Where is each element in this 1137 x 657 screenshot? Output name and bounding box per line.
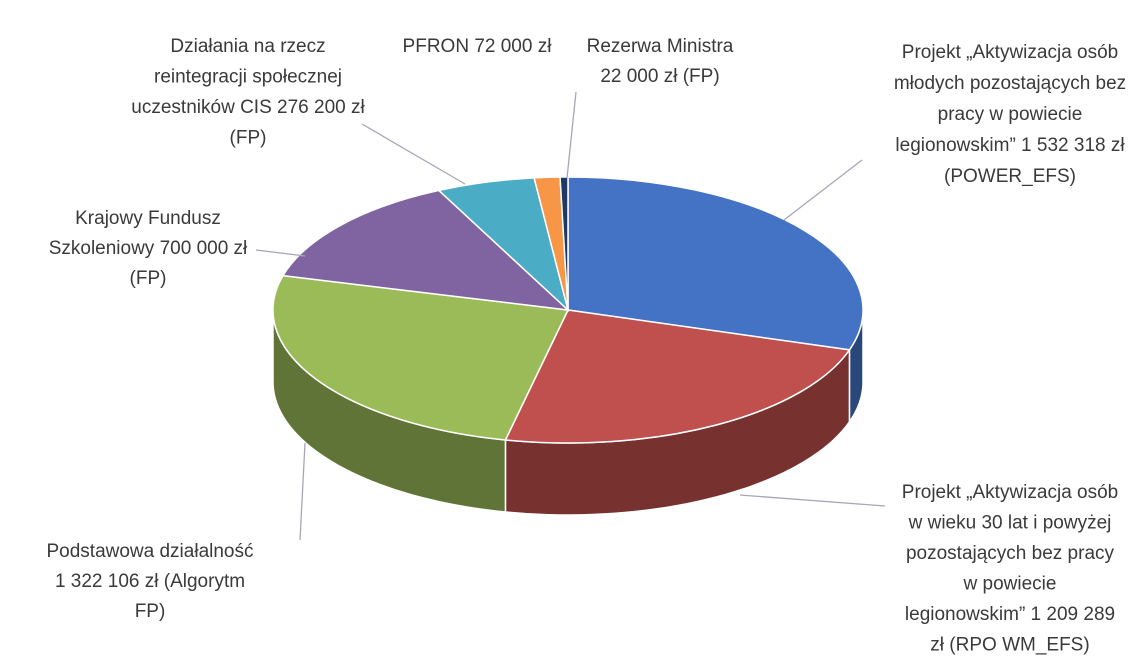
label-line: w wieku 30 lat i powyżej: [908, 513, 1112, 534]
label-line: legionowskim” 1 532 318 zł: [895, 135, 1125, 156]
slice-label: Krajowy Fundusz Szkoleniowy 700 000 zł (FP…: [49, 208, 248, 289]
label-line: 1 322 106 zł (Algorytm: [55, 571, 245, 592]
label-line: (POWER_EFS): [944, 166, 1076, 187]
label-line: uczestników CIS 276 200 zł: [131, 97, 365, 118]
label-line: Działania na rzecz: [170, 36, 325, 57]
leader-line: [361, 123, 466, 185]
label-line: młodych pozostających bez: [894, 73, 1126, 94]
slice: [281, 189, 571, 312]
label-line: (FP): [230, 128, 267, 149]
leader-line: [739, 494, 886, 507]
label-line: Projekt „Aktywizacja osób: [902, 482, 1118, 503]
slice: [272, 274, 570, 441]
slice-label: Działania na rzecz reintegracji społeczne…: [131, 36, 365, 149]
label-line: Krajowy Fundusz: [75, 208, 221, 229]
slice-label: Projekt „Aktywizacja osób w wieku 30 lat …: [902, 482, 1118, 656]
slice: [504, 309, 851, 444]
label-line: reintegracji społecznej: [154, 67, 342, 88]
label-line: Szkoleniowy 700 000 zł: [49, 238, 248, 259]
label-line: 22 000 zł (FP): [600, 66, 719, 87]
label-line: pracy w powiecie: [938, 104, 1083, 125]
label-line: zł (RPO WM_EFS): [930, 635, 1089, 656]
slice-label: Projekt „Aktywizacja osób młodych pozosta…: [894, 42, 1126, 187]
label-line: Podstawowa działalność: [46, 541, 253, 562]
label-line: (FP): [130, 268, 167, 289]
slice: [567, 176, 864, 351]
leader-line: [299, 442, 306, 541]
label-line: Rezerwa Ministra: [587, 36, 734, 57]
label-line: pozostających bez pracy: [906, 543, 1115, 564]
slice-label: PFRON 72 000 zł: [403, 36, 553, 57]
leader-line: [566, 91, 577, 179]
slice: [559, 176, 569, 311]
leader-line: [255, 249, 306, 257]
slice-label: Rezerwa Ministra 22 000 zł (FP): [587, 36, 734, 87]
label-line: legionowskim” 1 209 289: [905, 604, 1115, 625]
label-line: w powiecie: [963, 574, 1057, 595]
label-line: FP): [135, 601, 166, 622]
slice-label: Podstawowa działalność 1 322 106 zł (Algo…: [46, 541, 253, 622]
label-line: Projekt „Aktywizacja osób: [902, 42, 1118, 63]
leader-line: [783, 159, 863, 221]
label-line: PFRON 72 000 zł: [403, 36, 553, 57]
